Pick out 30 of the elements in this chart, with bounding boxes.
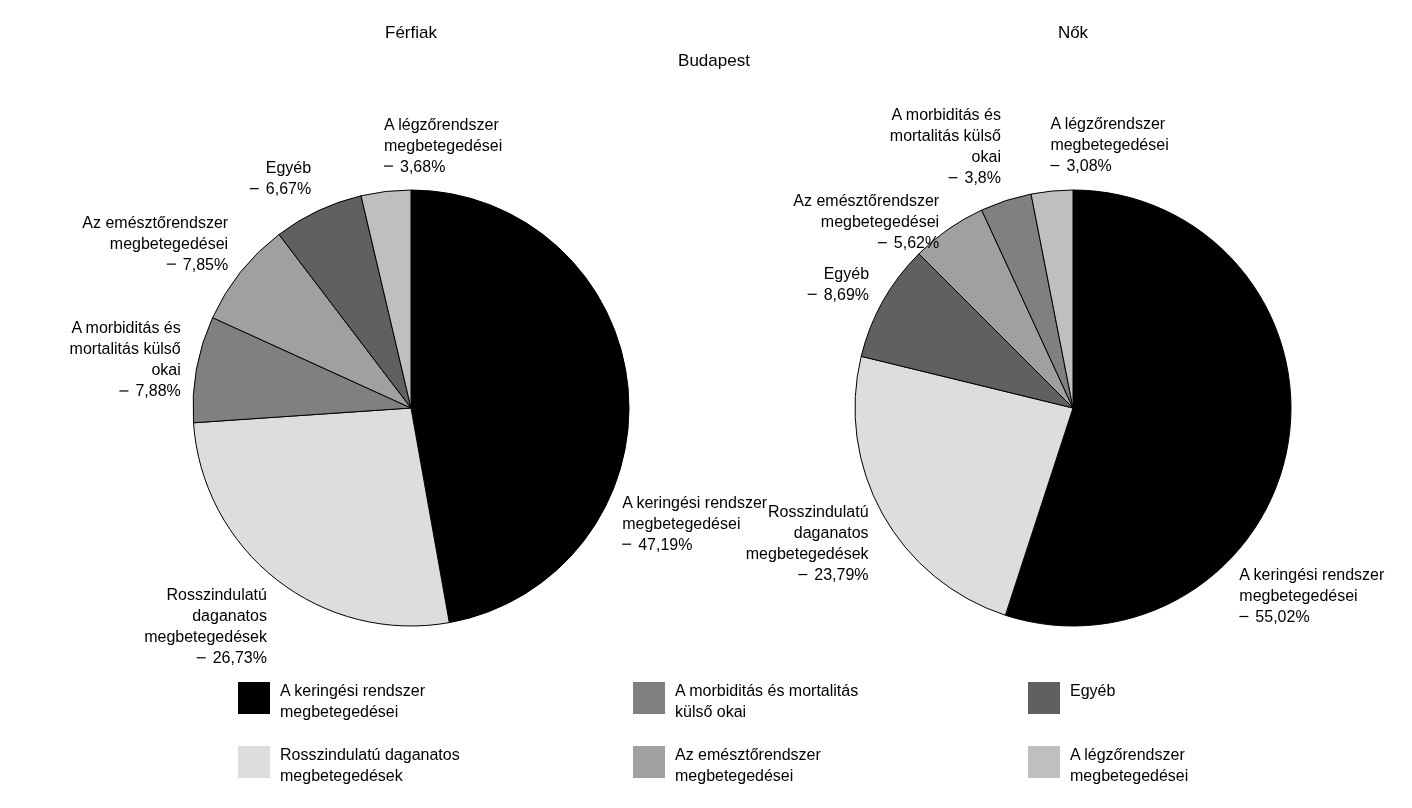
slice-label: Egyéb xyxy=(265,159,312,177)
data-label: 47,19% xyxy=(638,535,693,553)
legend-label: Rosszindulatú daganatos megbetegedések xyxy=(280,746,460,784)
data-label: 3,8% xyxy=(964,169,1001,187)
data-label: 26,73% xyxy=(212,649,267,667)
text: Budapest xyxy=(678,51,751,70)
legend-label: A keringési rendszer megbetegedései xyxy=(280,682,426,720)
legend-label: Az emésztőrendszer megbetegedései xyxy=(675,746,822,784)
slice-label: A keringési rendszer megbetegedései xyxy=(1239,566,1385,605)
chart-title: Nők xyxy=(1057,23,1089,42)
legend-label: Az emésztőrendszer megbetegedései xyxy=(793,192,940,231)
slice-label: Az emésztőrendszer megbetegedései xyxy=(82,213,229,252)
data-label: 3,68% xyxy=(400,157,446,175)
slice-label: Egyéb xyxy=(823,264,870,282)
data-label: 55,02% xyxy=(1255,608,1310,626)
slice-label: A légzőrendszer megbetegedései xyxy=(1050,115,1169,154)
legend-label: A morbiditás és mortalitás külső okai xyxy=(675,682,859,720)
data-label: 8,69% xyxy=(823,285,870,303)
data-label: 23,79% xyxy=(814,566,869,584)
slice-label: Rosszindulatú daganatos megbetegedések xyxy=(144,586,268,646)
slice-label: A légzőrendszer megbetegedései xyxy=(384,115,503,154)
data-label: 7,85% xyxy=(182,255,229,273)
data-label: 6,67% xyxy=(265,180,312,198)
legend-label: A légzőrendszer megbetegedései xyxy=(1070,746,1189,784)
data-label: 7,88% xyxy=(135,382,181,400)
slice-label: A morbiditás és mortalitás külső okai xyxy=(889,106,1002,166)
chart-title: Férfiak xyxy=(385,23,438,42)
data-label: 3,08% xyxy=(1066,157,1112,175)
slice-label: A morbiditás és mortalitás külső okai xyxy=(69,319,181,379)
legend-label: Egyéb xyxy=(1070,682,1116,699)
